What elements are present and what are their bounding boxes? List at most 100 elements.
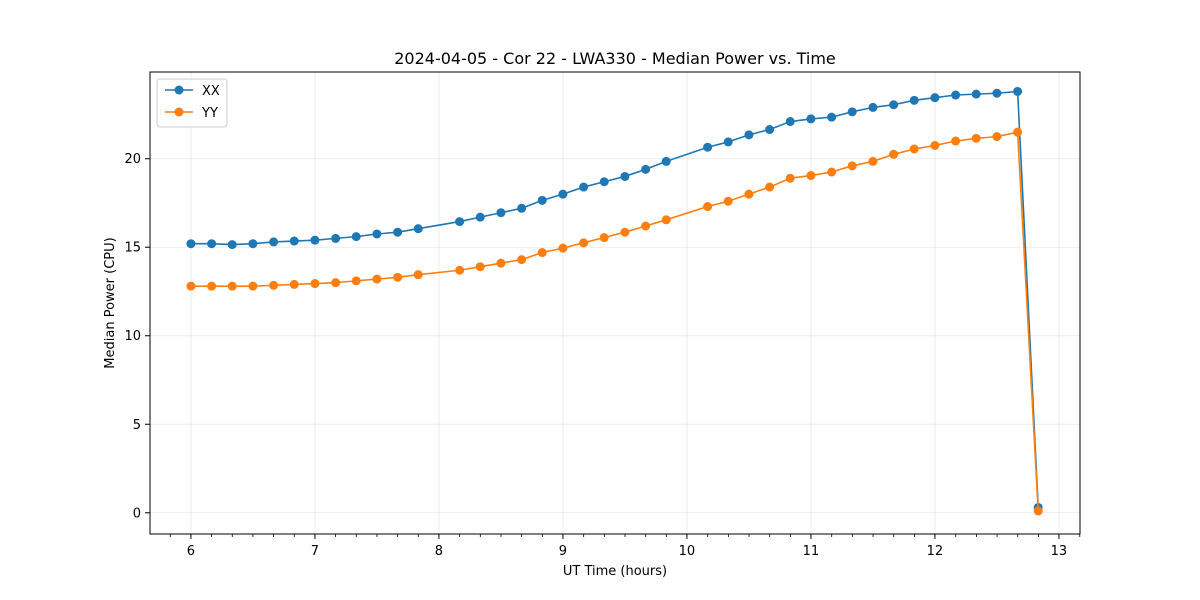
data-point-yy <box>847 161 857 171</box>
x-tick-label: 12 <box>927 544 944 559</box>
y-tick-label: 0 <box>133 506 141 521</box>
x-tick-label: 11 <box>803 544 820 559</box>
data-point-xx <box>992 88 1002 98</box>
y-tick-label: 5 <box>133 418 141 433</box>
data-point-xx <box>227 240 237 250</box>
data-point-yy <box>599 233 609 243</box>
data-point-xx <box>785 117 795 127</box>
legend-marker-xx <box>174 85 184 95</box>
grid <box>150 72 1080 534</box>
data-point-xx <box>744 130 754 140</box>
data-point-yy <box>248 281 258 291</box>
y-tick-label: 15 <box>124 241 141 256</box>
data-point-xx <box>599 177 609 187</box>
data-point-yy <box>744 189 754 199</box>
data-point-yy <box>827 167 837 177</box>
data-point-xx <box>703 142 713 152</box>
series-layer <box>186 86 1043 516</box>
data-point-yy <box>579 238 589 248</box>
data-point-xx <box>951 90 961 100</box>
data-point-yy <box>765 182 775 192</box>
y-tick-label: 10 <box>124 329 141 344</box>
data-point-yy <box>620 227 630 237</box>
plot-frame <box>149 71 1081 535</box>
data-point-xx <box>186 239 196 249</box>
data-point-xx <box>1013 86 1023 96</box>
x-tick-label: 9 <box>559 544 567 559</box>
data-point-yy <box>207 281 217 291</box>
series-line-xx <box>190 90 1040 508</box>
data-point-yy <box>517 255 527 265</box>
data-point-yy <box>661 215 671 225</box>
data-point-xx <box>847 107 857 117</box>
legend-box <box>156 78 228 128</box>
data-point-yy <box>351 276 361 286</box>
data-point-yy <box>806 171 816 181</box>
data-point-xx <box>558 189 568 199</box>
x-tick-label: 10 <box>679 544 696 559</box>
data-point-xx <box>806 114 816 124</box>
data-point-yy <box>372 274 382 284</box>
data-point-yy <box>723 196 733 206</box>
data-point-xx <box>517 203 527 213</box>
data-point-yy <box>455 265 465 275</box>
data-point-xx <box>372 229 382 239</box>
data-point-yy <box>868 156 878 166</box>
data-point-yy <box>703 202 713 212</box>
data-point-yy <box>1033 506 1043 516</box>
data-point-yy <box>475 262 485 272</box>
data-point-yy <box>558 243 568 253</box>
data-point-xx <box>765 125 775 135</box>
data-point-yy <box>930 140 940 150</box>
ticks: 6 7 8 9 10 11 12 13 0 5 10 15 20 <box>124 152 1081 559</box>
data-point-xx <box>289 236 299 246</box>
data-point-xx <box>269 237 279 247</box>
data-point-xx <box>351 232 361 242</box>
data-point-xx <box>827 112 837 122</box>
x-tick-label: 13 <box>1051 544 1068 559</box>
data-point-xx <box>413 224 423 234</box>
data-point-yy <box>310 279 320 289</box>
data-point-xx <box>723 137 733 147</box>
data-point-xx <box>868 102 878 112</box>
data-point-xx <box>248 239 258 249</box>
data-point-yy <box>289 279 299 289</box>
y-tick-label: 20 <box>124 152 141 167</box>
data-point-yy <box>393 272 403 282</box>
data-point-xx <box>661 156 671 166</box>
legend-label-xx: XX <box>202 84 220 99</box>
data-point-yy <box>785 173 795 183</box>
data-point-yy <box>413 270 423 280</box>
legend-label-yy: YY <box>201 106 218 121</box>
data-point-yy <box>992 132 1002 142</box>
data-point-yy <box>269 280 279 290</box>
data-point-yy <box>971 133 981 143</box>
data-point-xx <box>393 227 403 237</box>
data-point-yy <box>537 248 547 258</box>
y-axis-title: Median Power (CPU) <box>103 237 118 368</box>
data-point-yy <box>889 149 899 159</box>
data-point-yy <box>331 278 341 288</box>
data-point-yy <box>1013 127 1023 137</box>
data-point-xx <box>641 164 651 174</box>
data-point-xx <box>455 217 465 227</box>
data-point-xx <box>930 93 940 103</box>
data-point-yy <box>227 281 237 291</box>
x-tick-label: 7 <box>311 544 319 559</box>
data-point-xx <box>475 212 485 222</box>
data-point-xx <box>909 95 919 105</box>
data-point-xx <box>620 171 630 181</box>
x-tick-label: 8 <box>435 544 443 559</box>
data-point-xx <box>579 182 589 192</box>
x-tick-label: 6 <box>187 544 195 559</box>
legend-marker-yy <box>174 107 184 117</box>
data-point-xx <box>207 239 217 249</box>
chart-title: 2024-04-05 - Cor 22 - LWA330 - Median Po… <box>394 49 836 68</box>
data-point-xx <box>310 235 320 245</box>
data-point-yy <box>909 144 919 154</box>
data-point-yy <box>186 281 196 291</box>
x-axis-title: UT Time (hours) <box>563 564 667 579</box>
data-point-yy <box>496 258 506 268</box>
data-point-xx <box>496 208 506 218</box>
